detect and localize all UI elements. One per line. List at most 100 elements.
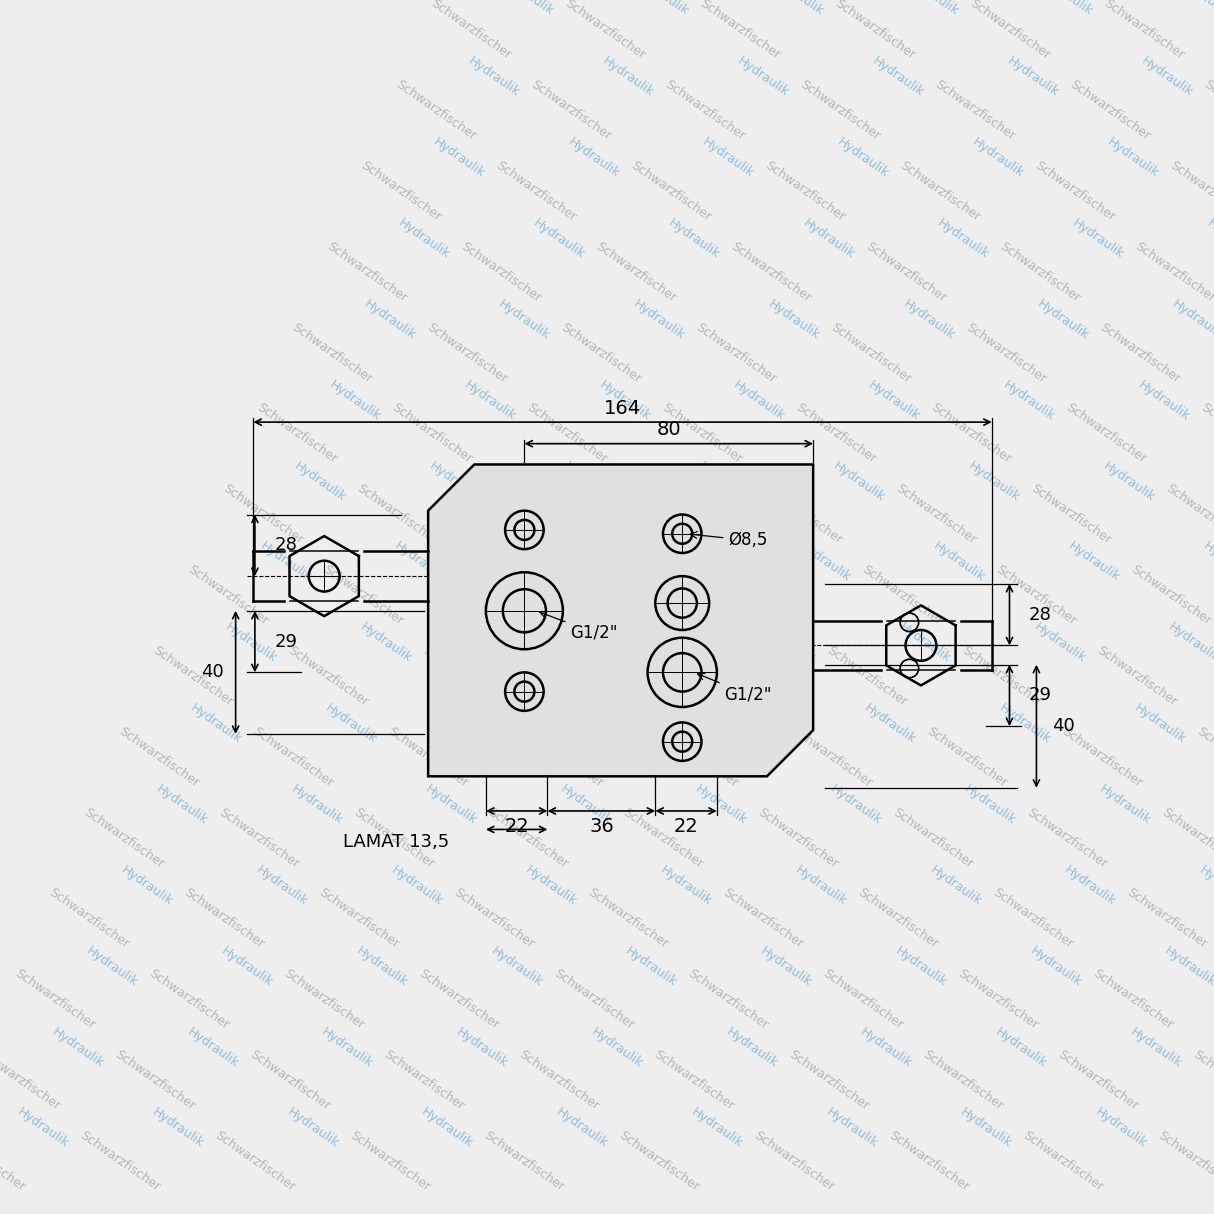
Text: Schwarzfischer: Schwarzfischer xyxy=(216,805,301,870)
Text: Schwarzfischer: Schwarzfischer xyxy=(516,1048,602,1113)
Text: Schwarzfischer: Schwarzfischer xyxy=(246,1048,333,1113)
Text: Schwarzfischer: Schwarzfischer xyxy=(860,563,944,628)
Text: Schwarzfischer: Schwarzfischer xyxy=(455,563,540,628)
Text: Hydraulik: Hydraulik xyxy=(419,1106,476,1151)
Text: Hydraulik: Hydraulik xyxy=(927,863,983,908)
Text: Schwarzfischer: Schwarzfischer xyxy=(886,1129,971,1193)
Text: Hydraulik: Hydraulik xyxy=(153,782,210,827)
Text: Hydraulik: Hydraulik xyxy=(219,944,276,989)
Text: Schwarzfischer: Schwarzfischer xyxy=(358,159,444,223)
Text: Schwarzfischer: Schwarzfischer xyxy=(424,320,509,385)
Text: 40: 40 xyxy=(202,663,225,681)
Text: Hydraulik: Hydraulik xyxy=(589,1025,645,1070)
Text: Hydraulik: Hydraulik xyxy=(1066,540,1123,585)
Text: Schwarzfischer: Schwarzfischer xyxy=(81,805,166,870)
Text: Hydraulik: Hydraulik xyxy=(935,216,992,261)
Text: Schwarzfischer: Schwarzfischer xyxy=(762,159,847,223)
Text: Schwarzfischer: Schwarzfischer xyxy=(824,643,909,709)
Text: Hydraulik: Hydraulik xyxy=(658,863,714,908)
Text: Schwarzfischer: Schwarzfischer xyxy=(521,725,606,789)
Text: Hydraulik: Hydraulik xyxy=(827,782,884,827)
Text: Schwarzfischer: Schwarzfischer xyxy=(1167,159,1214,223)
Text: Schwarzfischer: Schwarzfischer xyxy=(1195,725,1214,789)
Text: Hydraulik: Hydraulik xyxy=(966,459,1022,504)
Text: Hydraulik: Hydraulik xyxy=(358,620,414,665)
Text: 164: 164 xyxy=(605,398,641,418)
Text: 22: 22 xyxy=(674,817,698,836)
Text: Schwarzfischer: Schwarzfischer xyxy=(220,482,305,548)
Text: Schwarzfischer: Schwarzfischer xyxy=(289,320,374,385)
Text: Schwarzfischer: Schwarzfischer xyxy=(151,643,236,709)
Text: Hydraulik: Hydraulik xyxy=(1000,378,1057,422)
Text: Schwarzfischer: Schwarzfischer xyxy=(833,0,918,62)
Text: Hydraulik: Hydraulik xyxy=(500,0,556,18)
Text: Schwarzfischer: Schwarzfischer xyxy=(1202,78,1214,143)
Text: Schwarzfischer: Schwarzfischer xyxy=(1198,401,1214,466)
Text: Schwarzfischer: Schwarzfischer xyxy=(594,239,679,305)
Text: Schwarzfischer: Schwarzfischer xyxy=(751,1129,836,1193)
Text: Schwarzfischer: Schwarzfischer xyxy=(863,239,948,305)
Text: Ø8,5: Ø8,5 xyxy=(691,532,767,549)
Text: Schwarzfischer: Schwarzfischer xyxy=(890,805,975,870)
Text: Schwarzfischer: Schwarzfischer xyxy=(1028,482,1113,548)
Text: Schwarzfischer: Schwarzfischer xyxy=(586,886,671,952)
Text: Hydraulik: Hydraulik xyxy=(557,782,614,827)
Text: Schwarzfischer: Schwarzfischer xyxy=(998,239,1083,305)
Text: Hydraulik: Hydraulik xyxy=(904,0,960,18)
Text: Schwarzfischer: Schwarzfischer xyxy=(963,320,1048,385)
Text: Hydraulik: Hydraulik xyxy=(1039,0,1095,18)
Text: Hydraulik: Hydraulik xyxy=(662,540,719,585)
Text: Schwarzfischer: Schwarzfischer xyxy=(693,320,778,385)
Text: Hydraulik: Hydraulik xyxy=(284,1106,341,1151)
Text: Hydraulik: Hydraulik xyxy=(422,782,480,827)
Text: Hydraulik: Hydraulik xyxy=(327,378,384,422)
Text: LAMAT 13,5: LAMAT 13,5 xyxy=(344,833,449,851)
Text: Hydraulik: Hydraulik xyxy=(461,378,518,422)
Text: Hydraulik: Hydraulik xyxy=(793,863,849,908)
Text: Hydraulik: Hydraulik xyxy=(869,55,926,100)
Text: Schwarzfischer: Schwarzfischer xyxy=(1025,805,1110,870)
Text: Schwarzfischer: Schwarzfischer xyxy=(991,886,1076,952)
Text: Schwarzfischer: Schwarzfischer xyxy=(251,725,336,789)
Text: Schwarzfischer: Schwarzfischer xyxy=(551,968,636,1032)
Text: Hydraulik: Hydraulik xyxy=(997,702,1053,747)
Text: Schwarzfischer: Schwarzfischer xyxy=(212,1129,297,1193)
Text: Schwarzfischer: Schwarzfischer xyxy=(1067,78,1152,143)
Text: Schwarzfischer: Schwarzfischer xyxy=(282,968,367,1032)
Text: Hydraulik: Hydraulik xyxy=(1170,297,1214,342)
Text: Schwarzfischer: Schwarzfischer xyxy=(798,78,883,143)
Text: Hydraulik: Hydraulik xyxy=(970,136,1026,181)
Text: 28: 28 xyxy=(1028,606,1051,624)
Text: Hydraulik: Hydraulik xyxy=(1128,1025,1184,1070)
Text: Schwarzfischer: Schwarzfischer xyxy=(347,1129,432,1193)
Text: Hydraulik: Hydraulik xyxy=(488,944,545,989)
Text: Hydraulik: Hydraulik xyxy=(623,944,680,989)
Text: Schwarzfischer: Schwarzfischer xyxy=(1097,320,1182,385)
Text: Hydraulik: Hydraulik xyxy=(692,782,749,827)
Text: Hydraulik: Hydraulik xyxy=(596,378,653,422)
Text: Hydraulik: Hydraulik xyxy=(84,944,141,989)
Text: Hydraulik: Hydraulik xyxy=(635,0,691,18)
Text: Hydraulik: Hydraulik xyxy=(119,863,175,908)
Text: Hydraulik: Hydraulik xyxy=(554,1106,611,1151)
Text: Schwarzfischer: Schwarzfischer xyxy=(1060,725,1145,789)
Text: Schwarzfischer: Schwarzfischer xyxy=(320,563,405,628)
Text: Hydraulik: Hydraulik xyxy=(931,540,988,585)
Text: Hydraulik: Hydraulik xyxy=(1204,216,1214,261)
Text: Schwarzfischer: Schwarzfischer xyxy=(0,1048,63,1113)
Text: Schwarzfischer: Schwarzfischer xyxy=(929,401,1014,466)
Text: Hydraulik: Hydraulik xyxy=(700,136,756,181)
Text: Hydraulik: Hydraulik xyxy=(1201,540,1214,585)
Text: Hydraulik: Hydraulik xyxy=(688,1106,745,1151)
Text: Hydraulik: Hydraulik xyxy=(188,702,244,747)
Text: Hydraulik: Hydraulik xyxy=(497,297,552,342)
Text: Schwarzfischer: Schwarzfischer xyxy=(1094,643,1179,709)
Text: Schwarzfischer: Schwarzfischer xyxy=(955,968,1040,1032)
Text: Hydraulik: Hydraulik xyxy=(1197,863,1214,908)
Text: Schwarzfischer: Schwarzfischer xyxy=(1101,0,1187,62)
Text: Hydraulik: Hydraulik xyxy=(762,620,818,665)
Text: Schwarzfischer: Schwarzfischer xyxy=(1055,1048,1141,1113)
Text: Hydraulik: Hydraulik xyxy=(892,944,949,989)
Text: Schwarzfischer: Schwarzfischer xyxy=(590,563,675,628)
Text: Hydraulik: Hydraulik xyxy=(727,702,783,747)
